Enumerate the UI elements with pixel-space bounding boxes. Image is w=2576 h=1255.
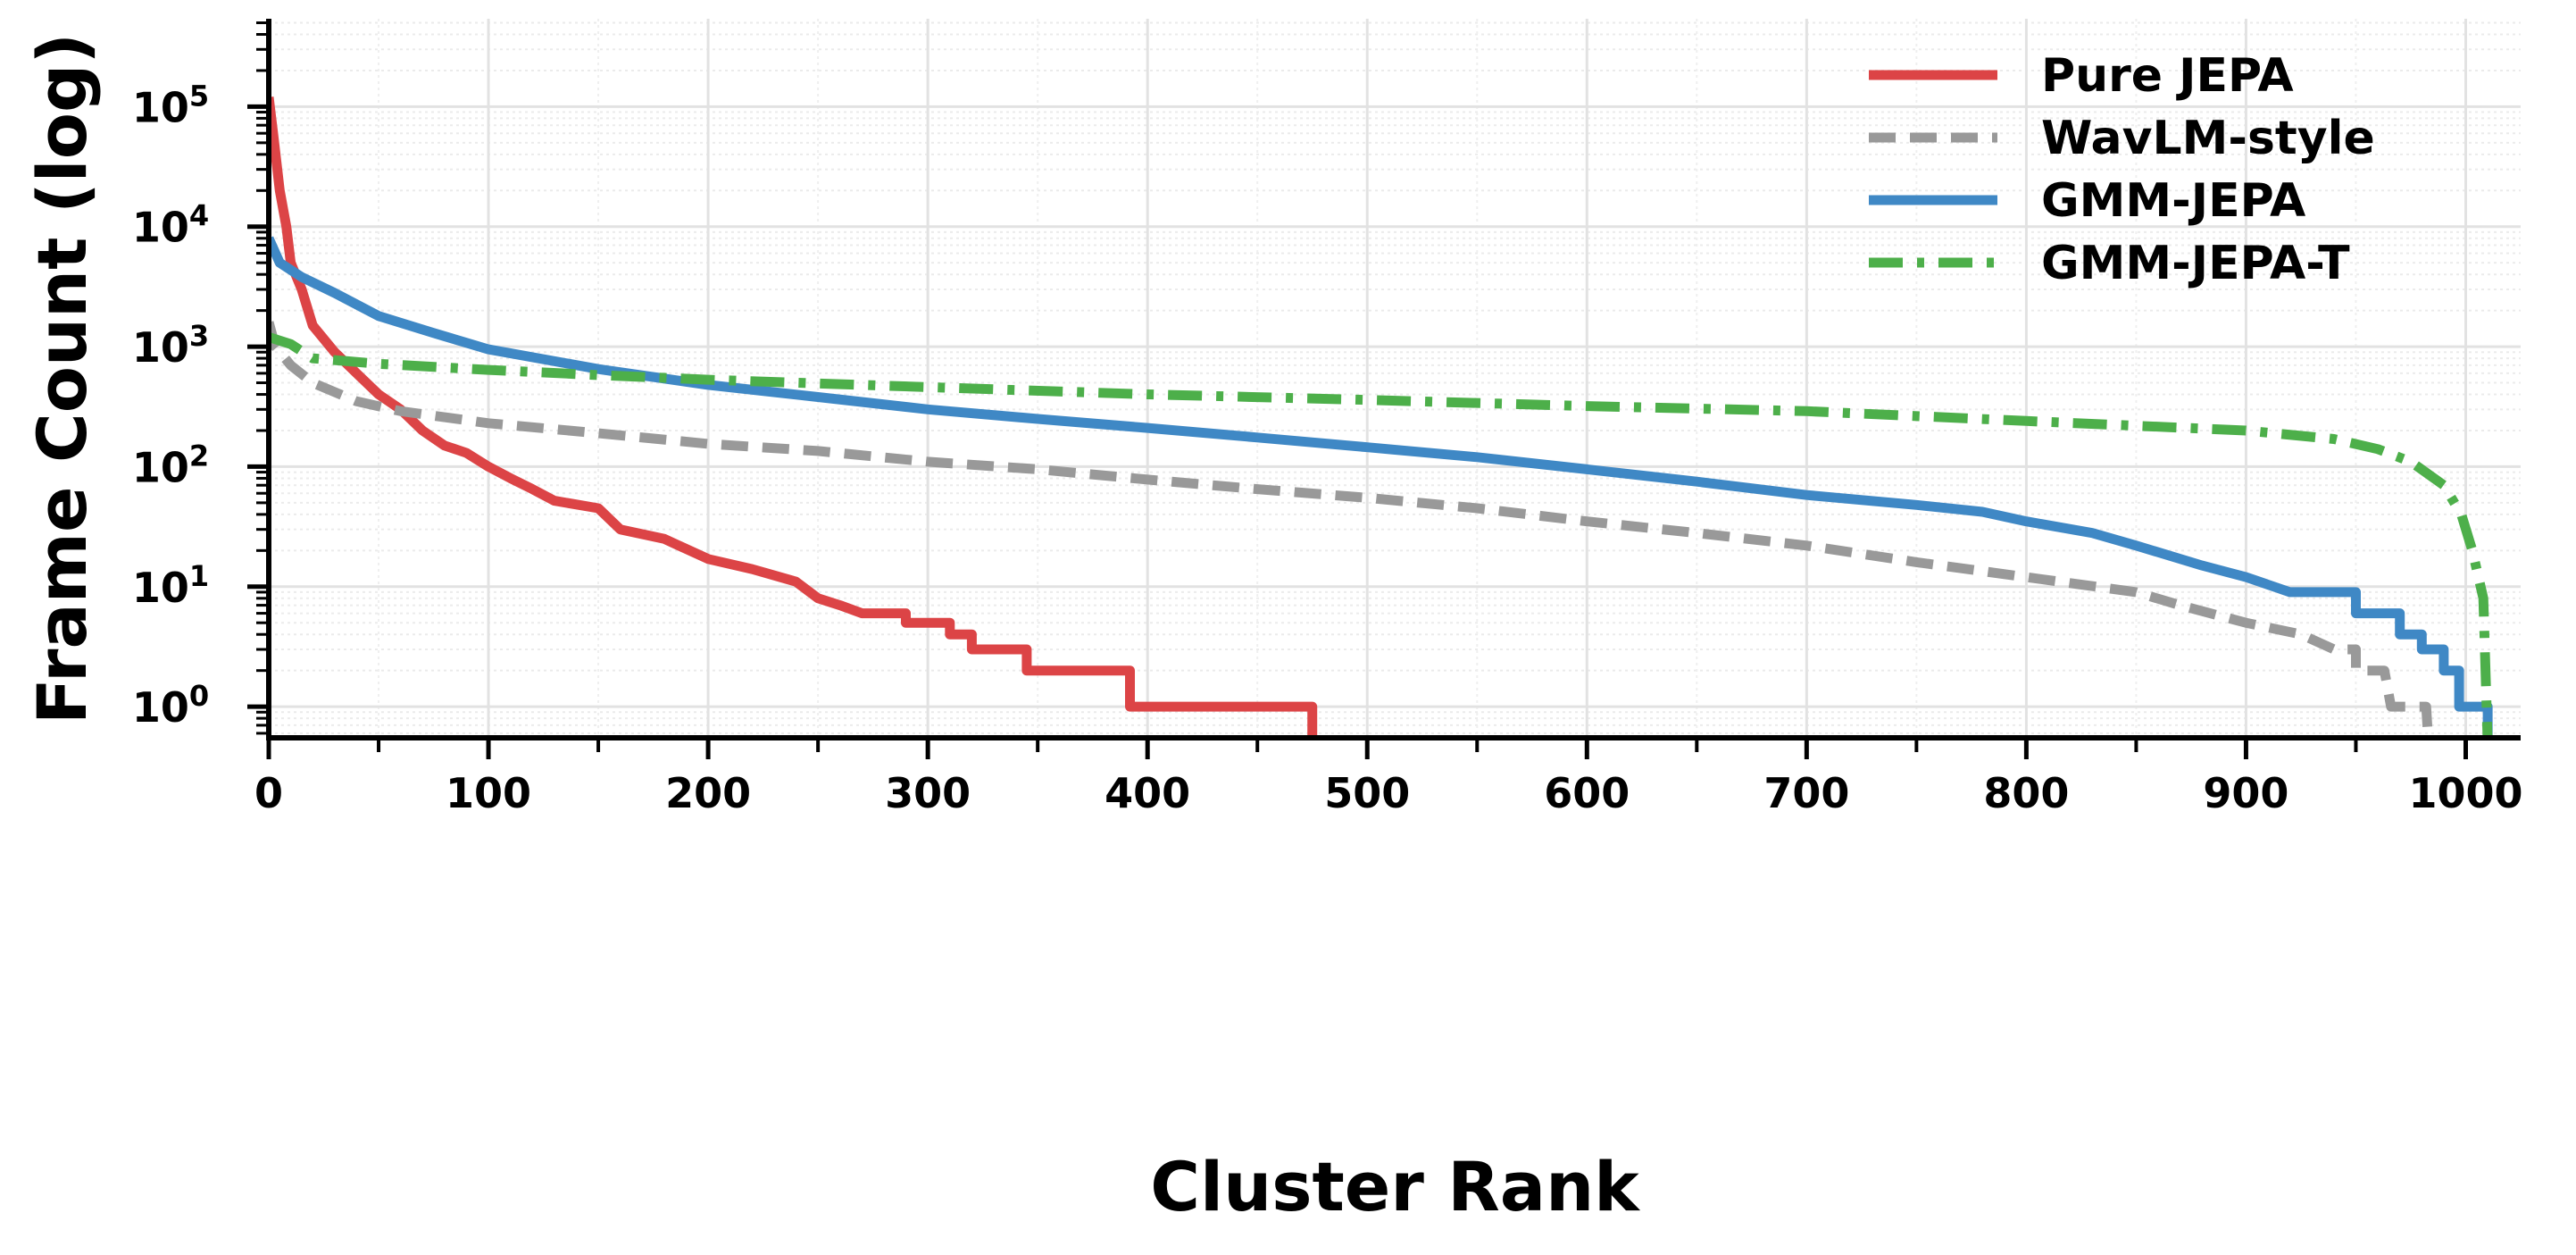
grid xyxy=(267,19,2521,738)
y-tick-label: 104 xyxy=(132,199,209,252)
series-line-gmm-jepa xyxy=(269,236,2493,738)
tick-exponent: 0 xyxy=(189,679,209,713)
tick-exponent: 3 xyxy=(189,319,209,353)
tick-base: 10 xyxy=(132,683,189,732)
legend-label: WavLM-style xyxy=(2041,112,2375,165)
series-lines xyxy=(269,96,2493,738)
tick-base: 10 xyxy=(132,323,189,372)
y-tick-label: 105 xyxy=(132,79,209,131)
tick-exponent: 1 xyxy=(189,559,209,593)
x-tick-label: 1000 xyxy=(2408,769,2522,817)
tick-exponent: 2 xyxy=(189,439,209,473)
series-line-gmm-jepa-t xyxy=(269,332,2493,738)
x-axis-label: Cluster Rank xyxy=(1150,1147,1640,1226)
x-tick-label: 100 xyxy=(446,769,531,817)
x-tick-label: 900 xyxy=(2203,769,2288,817)
y-axis-label: Frame Count (log) xyxy=(22,33,102,724)
x-tick-label: 800 xyxy=(1983,769,2069,817)
legend: Pure JEPA WavLM-style GMM-JEPA GMM-JEPA-T xyxy=(1869,49,2375,290)
tick-exponent: 4 xyxy=(189,199,209,233)
x-tick-label: 400 xyxy=(1105,769,1190,817)
x-tick-label: 700 xyxy=(1763,769,1849,817)
x-tick-label: 200 xyxy=(665,769,751,817)
tick-exponent: 5 xyxy=(189,79,209,113)
tick-base: 10 xyxy=(132,443,189,491)
y-tick-label: 102 xyxy=(132,439,209,491)
x-tick-labels: 0 100 200 300 400 500 600 700 800 900 1000 xyxy=(254,769,2523,817)
y-tick-label: 101 xyxy=(132,559,209,612)
legend-label: Pure JEPA xyxy=(2041,49,2294,103)
x-tick-label: 300 xyxy=(885,769,971,817)
series-line-pure-jepa xyxy=(269,96,1318,738)
tick-base: 10 xyxy=(132,204,189,252)
legend-label: GMM-JEPA-T xyxy=(2041,237,2350,290)
tick-base: 10 xyxy=(132,564,189,612)
x-tick-label: 600 xyxy=(1544,769,1630,817)
y-tick-label: 100 xyxy=(132,679,209,732)
y-tick-label: 103 xyxy=(132,319,209,372)
axes xyxy=(247,19,2521,759)
tick-base: 10 xyxy=(132,83,189,131)
x-tick-label: 0 xyxy=(254,769,283,817)
legend-label: GMM-JEPA xyxy=(2041,174,2305,228)
x-tick-label: 500 xyxy=(1324,769,1410,817)
series-line-wavlm-style xyxy=(269,321,2433,738)
